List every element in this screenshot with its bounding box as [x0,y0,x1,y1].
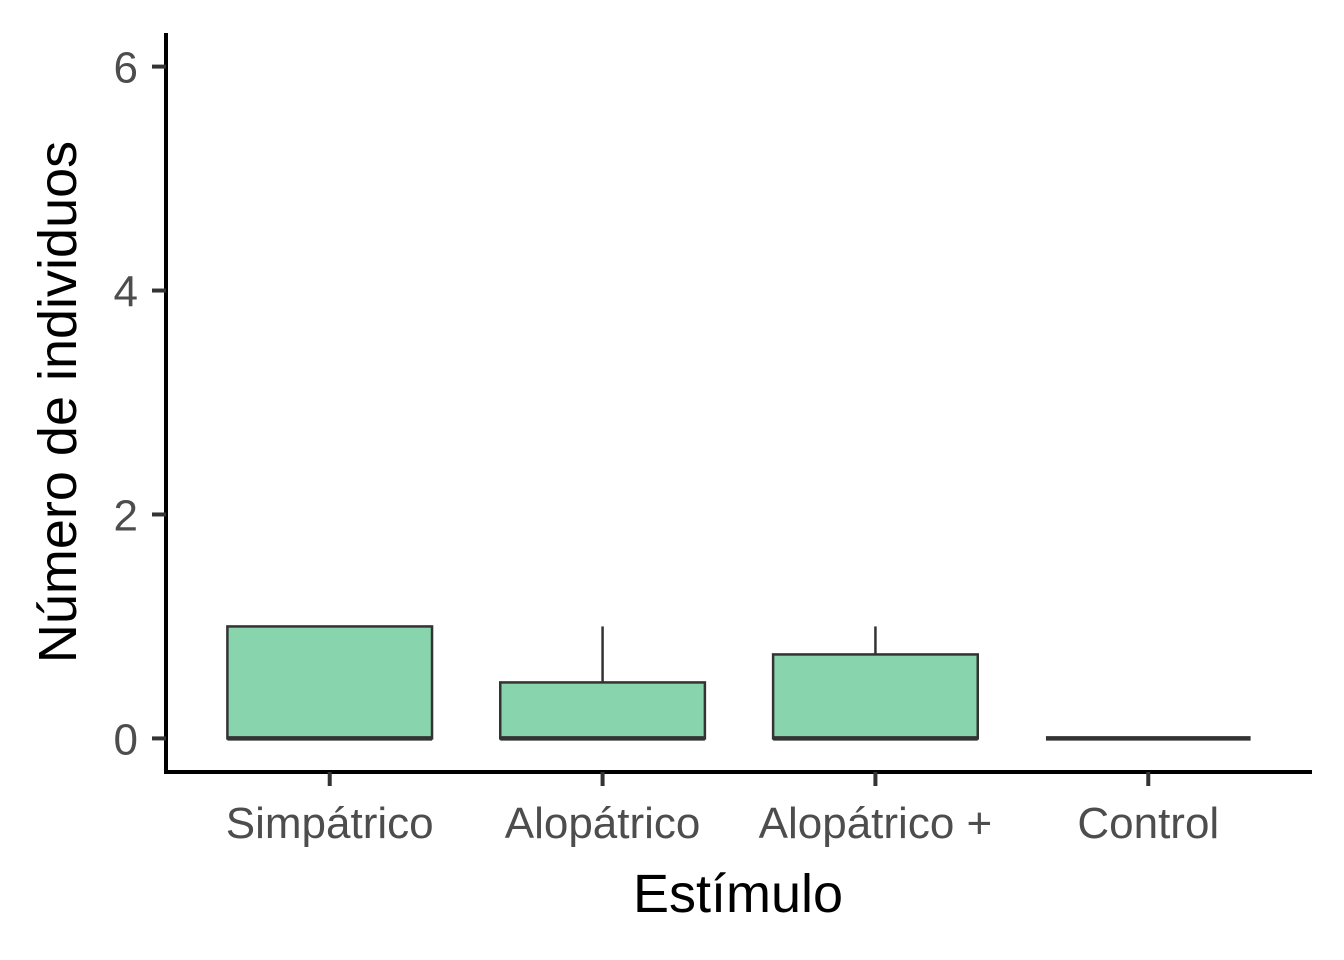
axes [164,33,1312,774]
x-tick-label: Alopátrico [505,799,701,848]
y-axis-title: Número de individuos [28,141,88,663]
y-tick-label: 4 [114,268,138,317]
box-body [226,625,434,740]
x-tick-label: Control [1077,799,1219,848]
box-group [499,626,707,741]
box-group [226,625,434,741]
y-tick-label: 0 [114,715,138,764]
x-axis-title: Estímulo [633,864,843,924]
box-group [771,626,979,741]
box-body [771,653,979,740]
x-ticks: Simpátrico Alopátrico Alopátrico + Control [226,772,1219,848]
y-tick-label: 2 [114,491,138,540]
y-tick-label: 6 [114,44,138,93]
x-tick-label: Alopátrico + [759,799,993,848]
x-tick-label: Simpátrico [226,799,434,848]
box-body [499,681,707,740]
y-ticks: 0 2 4 6 [114,44,166,764]
plot-area [226,625,1251,741]
